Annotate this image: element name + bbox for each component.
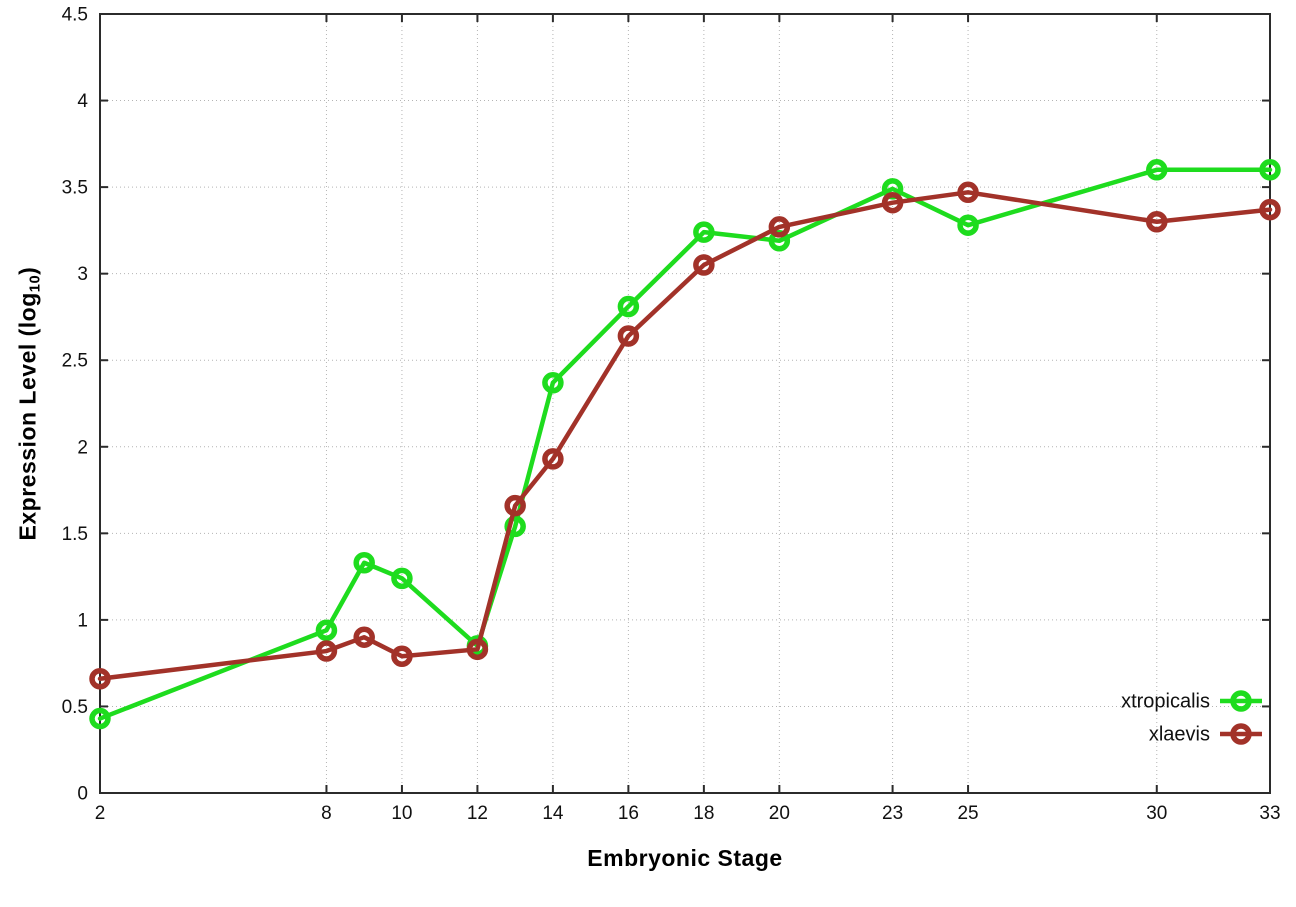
x-tick-label: 33 bbox=[1259, 803, 1280, 824]
data-point-xtropicalis bbox=[1259, 159, 1281, 181]
y-tick-label: 0 bbox=[77, 784, 88, 805]
data-point-xlaevis bbox=[881, 191, 904, 214]
data-point-xlaevis bbox=[1146, 210, 1168, 233]
data-point-xtropicalis bbox=[391, 567, 413, 590]
x-tick-label: 16 bbox=[618, 803, 639, 824]
plot-border bbox=[99, 13, 1271, 794]
x-tick-label: 30 bbox=[1146, 803, 1167, 824]
series-xlaevis bbox=[89, 181, 1281, 690]
gridlines bbox=[99, 13, 1271, 794]
x-tick-label: 25 bbox=[957, 803, 978, 824]
data-point-xlaevis bbox=[466, 638, 489, 661]
legend-sample-marker-xtropicalis bbox=[1230, 690, 1252, 712]
x-tick-label: 2 bbox=[95, 803, 106, 824]
data-point-xlaevis bbox=[542, 448, 564, 470]
data-point-xlaevis bbox=[768, 216, 791, 238]
data-point-xtropicalis bbox=[315, 619, 338, 642]
x-tick-label: 8 bbox=[321, 803, 332, 824]
x-tick-label: 10 bbox=[391, 803, 412, 824]
y-tick-label: 4.5 bbox=[62, 5, 88, 26]
plot-frame bbox=[99, 13, 1271, 794]
data-point-xlaevis bbox=[693, 254, 715, 276]
y-tick-label: 1.5 bbox=[62, 524, 88, 545]
y-tick-label: 3.5 bbox=[62, 178, 88, 199]
data-point-xlaevis bbox=[957, 181, 979, 204]
legend-label-xlaevis: xlaevis bbox=[1149, 724, 1210, 746]
y-tick-label: 3 bbox=[77, 264, 88, 285]
y-tick-label: 2.5 bbox=[62, 351, 88, 372]
y-tick-label: 4 bbox=[77, 91, 88, 112]
data-point-xtropicalis bbox=[957, 214, 979, 236]
data-point-xlaevis bbox=[315, 640, 338, 662]
y-tick-label: 1 bbox=[77, 610, 88, 631]
x-tick-label: 14 bbox=[542, 803, 564, 824]
data-point-xtropicalis bbox=[617, 295, 640, 318]
series-line-xlaevis bbox=[97, 190, 1273, 681]
data-point-xtropicalis bbox=[693, 221, 715, 243]
data-point-xtropicalis bbox=[89, 707, 111, 730]
series-line-xtropicalis bbox=[97, 167, 1273, 721]
data-point-xtropicalis bbox=[1146, 159, 1168, 181]
x-tick-label: 18 bbox=[693, 803, 714, 824]
data-point-xlaevis bbox=[1259, 198, 1281, 221]
data-point-xlaevis bbox=[391, 645, 413, 667]
y-tick-label: 0.5 bbox=[62, 697, 88, 718]
tick-labels: 2 8 10 12 14 16 18 20 23 25 30 33 0 0.5 1 1.5 2 2.5 3 3.5 4 4… bbox=[62, 5, 1281, 825]
x-tick-label: 23 bbox=[882, 803, 903, 824]
x-tick-label: 12 bbox=[467, 803, 488, 824]
x-tick-label: 20 bbox=[769, 803, 790, 824]
data-point-xlaevis bbox=[89, 667, 111, 690]
series-xtropicalis bbox=[89, 159, 1281, 730]
data-point-xtropicalis bbox=[504, 515, 526, 538]
y-tick-label: 2 bbox=[77, 437, 88, 458]
data-point-xtropicalis bbox=[542, 371, 564, 394]
data-point-xtropicalis bbox=[353, 552, 375, 574]
x-axis-title: Embryonic Stage bbox=[587, 845, 783, 871]
data-point-xlaevis bbox=[504, 494, 526, 517]
data-point-xlaevis bbox=[617, 325, 640, 347]
legend-sample-marker-xlaevis bbox=[1230, 723, 1252, 745]
legend-label-xtropicalis: xtropicalis bbox=[1121, 691, 1210, 713]
data-point-xlaevis bbox=[353, 626, 375, 648]
legend: xtropicalis xlaevis bbox=[1121, 690, 1262, 746]
